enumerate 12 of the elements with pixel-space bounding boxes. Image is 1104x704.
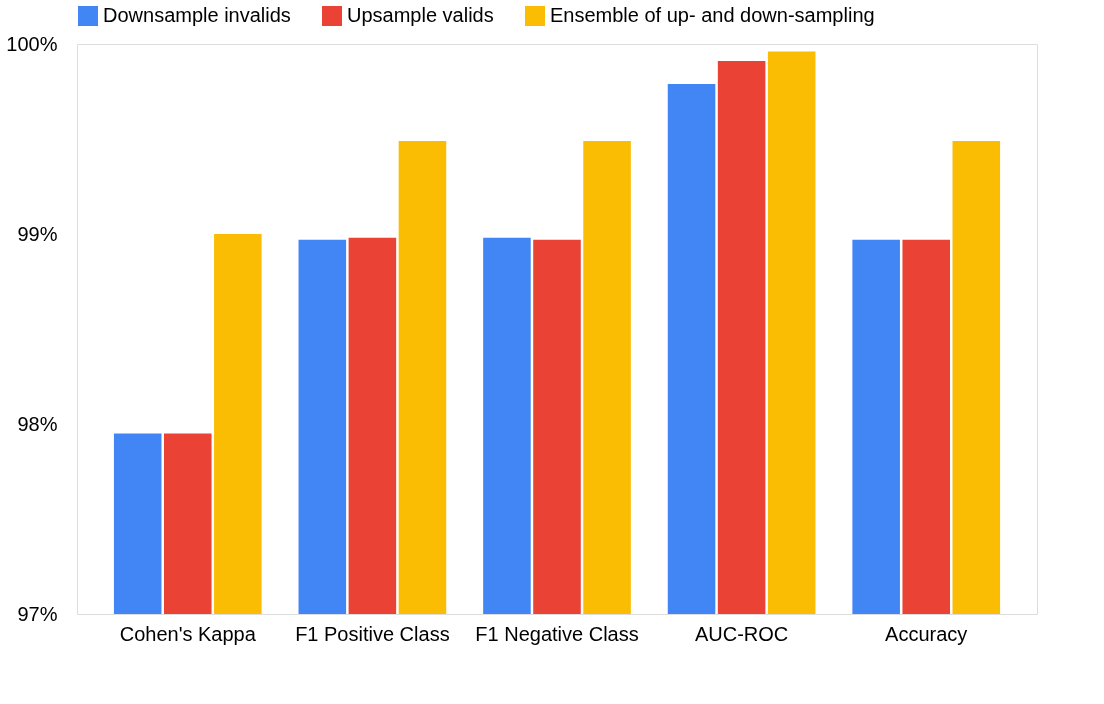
legend-label: Upsample valids — [347, 4, 494, 26]
x-tick-label: Cohen's Kappa — [119, 622, 257, 645]
legend-label: Downsample invalids — [103, 4, 291, 26]
y-tick-label: 100% — [6, 32, 58, 55]
y-tick-label: 98% — [17, 412, 58, 435]
y-tick-label: 97% — [17, 602, 58, 625]
x-tick-label: F1 Negative Class — [475, 622, 639, 645]
y-tick-label: 99% — [17, 222, 58, 245]
legend-label: Ensemble of up- and down-sampling — [550, 4, 875, 26]
x-tick-label: F1 Positive Class — [295, 622, 450, 645]
x-tick-label: AUC-ROC — [694, 622, 789, 645]
x-tick-label: Accuracy — [885, 622, 968, 645]
